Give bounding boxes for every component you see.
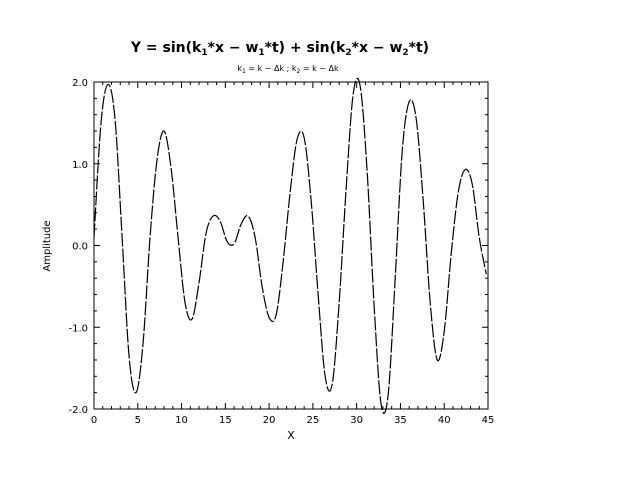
y-axis: -2.0 -1.0 0.0 1.0 2.0 [68,78,488,416]
plot-frame [93,81,489,410]
x-tick-label: 0 [91,415,97,426]
x-tick-label: 45 [482,415,495,426]
x-axis-label: X [287,429,295,442]
x-tick-label: 40 [438,415,451,426]
chart-subtitle: k1 = k − Δk ; k2 = k − Δk [237,64,339,75]
x-tick-label: 35 [394,415,407,426]
x-axis: 0 5 10 15 20 25 30 35 40 45 [91,82,495,426]
y-tick-label: 0.0 [72,242,88,253]
x-tick-label: 5 [135,415,141,426]
x-tick-label: 30 [350,415,363,426]
series-layer [93,77,487,415]
x-tick-label: 20 [263,415,276,426]
y-tick-label: 1.0 [72,160,88,171]
y-tick-label: -2.0 [68,405,88,416]
y-tick-label: 2.0 [72,78,88,89]
y-axis-label: Amplitude [42,220,53,271]
y-tick-label: -1.0 [68,323,88,334]
chart-title: Y = sin(k1*x − w1*t) + sin(k2*x − w2*t) [130,40,429,58]
x-tick-label: 10 [175,415,188,426]
x-tick-label: 25 [307,415,320,426]
x-tick-label: 15 [219,415,232,426]
series-line [93,77,487,415]
